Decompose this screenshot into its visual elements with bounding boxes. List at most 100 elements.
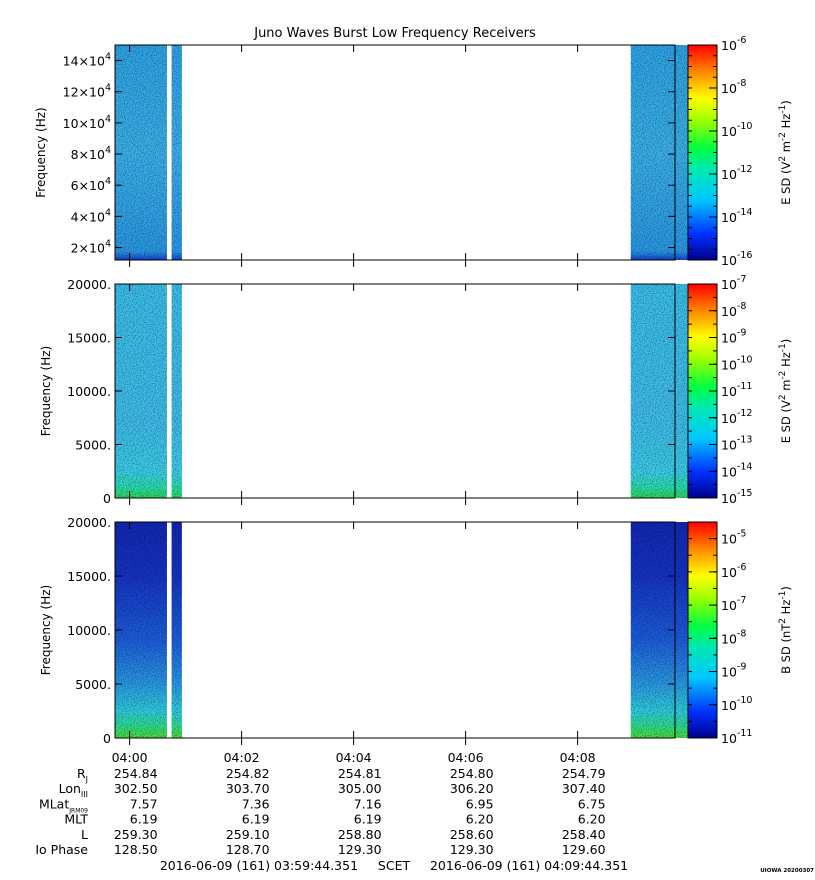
ephemeris-value: 129.30 — [450, 842, 494, 857]
colorbar-label: E SD (V2​ m-2​ Hz-1​) — [778, 100, 793, 205]
y-tick-label: 5000. — [75, 677, 111, 692]
data-window-noise-3 — [630, 522, 688, 738]
ephemeris-row-label: Io Phase — [35, 842, 88, 857]
ephemeris-value: 128.70 — [226, 842, 270, 857]
ephemeris-table: RJ 254.84 254.82 254.81 254.80 254.79 LonIII 30… — [35, 766, 605, 857]
ephemeris-value: 6.20 — [578, 812, 606, 827]
panel-2: 0 5000. 10000. 15000. 20000. Frequency (Hz) 10… — [39, 274, 793, 506]
y-tick-label: 0 — [103, 731, 111, 746]
data-window-noise-2 — [171, 284, 182, 498]
colorbar — [687, 521, 718, 739]
data-window-noise-2 — [171, 522, 182, 738]
ephemeris-value: 307.40 — [562, 781, 606, 796]
colorbar-tick-label: 10-13 — [721, 435, 752, 453]
colorbar-tick-label: 10-11 — [721, 381, 752, 399]
y-tick-label: 12×104 — [63, 83, 111, 100]
colorbar-tick-label: 10-8 — [721, 78, 746, 96]
y-tick-label: 4×104 — [71, 207, 111, 224]
y-tick-label: 15000. — [67, 331, 111, 346]
ephemeris-value: 254.84 — [114, 766, 158, 781]
y-tick-label: 10000. — [67, 623, 111, 638]
ephemeris-value: 305.00 — [338, 781, 382, 796]
colorbar-tick-label: 10-14 — [721, 461, 752, 479]
y-axis-label: Frequency (Hz) — [34, 107, 48, 198]
colorbar-label: B SD (nT2​ Hz-1​) — [778, 586, 793, 674]
colorbar-tick-label: 10-8 — [721, 628, 746, 646]
ephemeris-value: 303.70 — [226, 781, 270, 796]
colorbar-label: E SD (V2​ m-2​ Hz-1​) — [778, 339, 793, 444]
x-tick-label: 04:04 — [336, 750, 372, 765]
y-axis-label: Frequency (Hz) — [39, 346, 53, 437]
ephemeris-value: 259.10 — [226, 827, 270, 842]
colorbar-tick-label: 10-14 — [721, 207, 752, 225]
ephemeris-value: 6.19 — [354, 812, 382, 827]
ephemeris-value: 258.80 — [338, 827, 382, 842]
data-window-noise-1 — [114, 45, 167, 260]
ephemeris-value: 259.30 — [114, 827, 158, 842]
colorbar-tick-label: 10-10 — [721, 121, 752, 139]
x-tick-label: 04:00 — [112, 750, 148, 765]
y-tick-label: 6×104 — [71, 176, 111, 193]
colorbar-tick-label: 10-9 — [721, 662, 746, 680]
colorbar — [687, 44, 718, 261]
ephemeris-value: 254.80 — [450, 766, 494, 781]
colorbar-tick-label: 10-6 — [721, 562, 746, 580]
ephemeris-value: 6.19 — [130, 812, 158, 827]
ephemeris-value: 306.20 — [450, 781, 494, 796]
data-window-noise-2 — [171, 45, 182, 260]
panel-1: 2×104 4×104 6×104 8×104 10×104 12×104 14×104 Fr… — [34, 35, 793, 268]
ephemeris-value: 254.82 — [226, 766, 270, 781]
colorbar-tick-label: 10-15 — [721, 488, 752, 506]
data-window-noise-3 — [630, 284, 688, 498]
data-window-noise-1 — [114, 522, 167, 738]
colorbar-tick-label: 10-7 — [721, 274, 746, 292]
colorbar-tick-label: 10-7 — [721, 595, 746, 613]
x-tick-label: 04:08 — [560, 750, 596, 765]
panel-3: 0 5000. 10000. 15000. 20000. Frequency (Hz) 10… — [39, 515, 793, 746]
ephemeris-value: 6.20 — [466, 812, 494, 827]
data-window-noise-1 — [114, 284, 167, 498]
y-tick-label: 8×104 — [71, 145, 111, 162]
x-tick-label: 04:02 — [224, 750, 260, 765]
y-tick-label: 0 — [103, 491, 111, 506]
ephemeris-value: 258.60 — [450, 827, 494, 842]
ephemeris-value: 7.36 — [242, 796, 270, 811]
colorbar-tick-label: 10-16 — [721, 250, 752, 268]
time-axis: 04:00 04:02 04:04 04:06 04:08 — [112, 750, 596, 765]
colorbar-tick-label: 10-10 — [721, 695, 752, 713]
ephemeris-value: 302.50 — [114, 781, 158, 796]
ephemeris-value: 258.40 — [562, 827, 606, 842]
colorbar-tick-label: 10-8 — [721, 301, 746, 319]
ephemeris-row-label: RJ — [77, 766, 88, 784]
colorbar-tick-label: 10-9 — [721, 328, 746, 346]
ephemeris-value: 6.95 — [466, 796, 494, 811]
y-tick-label: 10000. — [67, 384, 111, 399]
ephemeris-value: 254.79 — [562, 766, 606, 781]
x-tick-label: 04:06 — [448, 750, 484, 765]
panel-frame — [114, 44, 676, 261]
colorbar-tick-label: 10-12 — [721, 408, 752, 426]
y-tick-label: 15000. — [67, 569, 111, 584]
colorbar-tick-label: 10-12 — [721, 164, 752, 182]
colorbar-tick-label: 10-10 — [721, 354, 752, 372]
ephemeris-value: 7.16 — [354, 796, 382, 811]
ephemeris-value: 128.50 — [114, 842, 158, 857]
chart-title: Juno Waves Burst Low Frequency Receivers — [253, 26, 536, 41]
y-tick-label: 20000. — [67, 515, 111, 530]
y-tick-label: 10×104 — [63, 114, 111, 131]
ephemeris-value: 129.60 — [562, 842, 606, 857]
ephemeris-row-label: MLT — [64, 812, 88, 827]
ephemeris-value: 6.75 — [578, 796, 606, 811]
ephemeris-row-label: MLatJRM09 — [39, 796, 88, 814]
colorbar-tick-label: 10-11 — [721, 728, 752, 746]
ephemeris-row-label: LonIII — [59, 781, 88, 799]
colorbar-tick-label: 10-6 — [721, 35, 746, 53]
ephemeris-value: 6.19 — [242, 812, 270, 827]
colorbar-tick-label: 10-5 — [721, 529, 746, 547]
y-tick-label: 14×104 — [63, 52, 111, 69]
y-tick-label: 20000. — [67, 277, 111, 292]
ephemeris-row-label: L — [81, 827, 88, 842]
y-axis-label: Frequency (Hz) — [39, 585, 53, 676]
spectrogram-panels: 2×104 4×104 6×104 8×104 10×104 12×104 14×104 Fr… — [34, 35, 793, 746]
